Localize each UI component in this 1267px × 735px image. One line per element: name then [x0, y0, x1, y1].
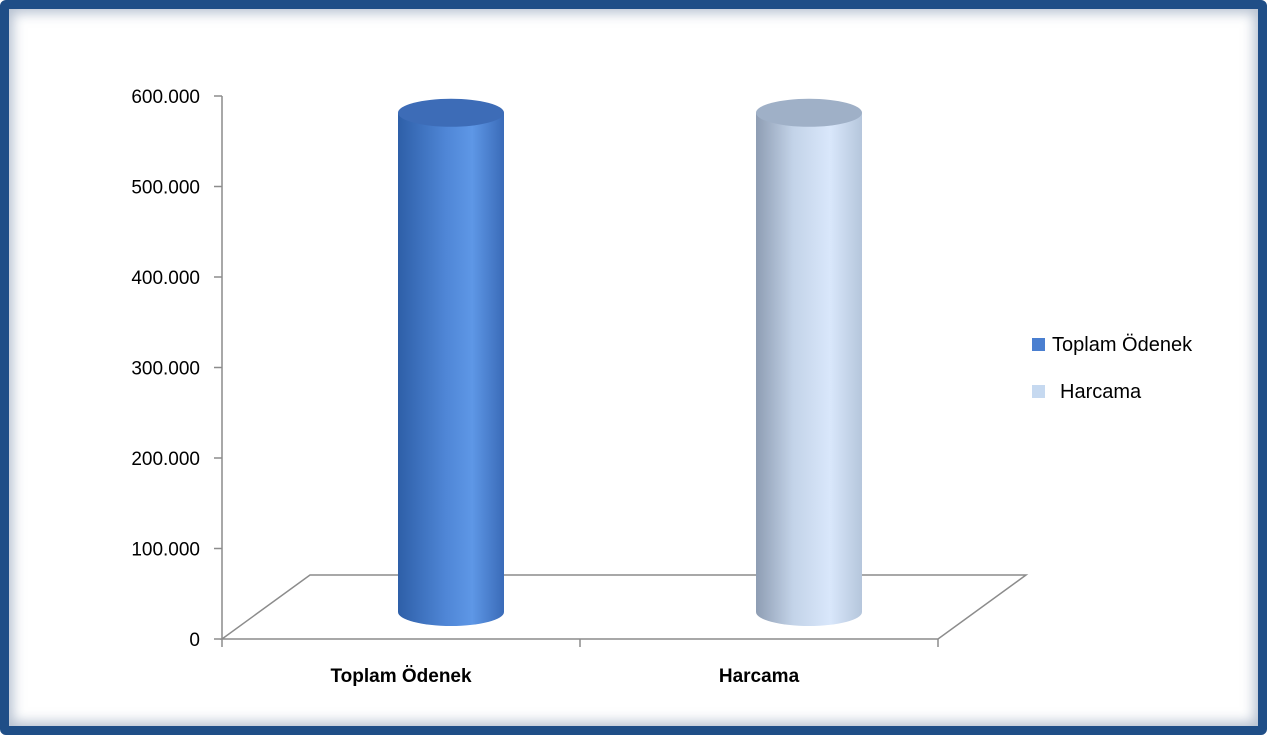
y-tick-label: 300.000: [131, 359, 200, 380]
bar-top: [756, 98, 862, 127]
legend-label: Toplam Ödenek: [1052, 334, 1193, 356]
y-tick-label: 600.000: [131, 87, 200, 108]
y-axis-ticks: 0 100.000 200.000 300.000 400.000 500.000 600.…: [131, 87, 222, 651]
legend-swatch: [1032, 385, 1045, 398]
y-tick-label: 500.000: [131, 178, 200, 199]
legend-label: Harcama: [1060, 381, 1142, 403]
x-category-label: Harcama: [719, 666, 800, 687]
bars-group: [398, 98, 862, 626]
bar-2: [756, 98, 862, 626]
x-axis-labels: Toplam Ödenek Harcama: [330, 666, 799, 687]
y-tick-label: 100.000: [131, 540, 200, 561]
bar-1: [398, 98, 504, 626]
bar-top: [398, 98, 504, 127]
legend-swatch: [1032, 338, 1045, 351]
x-axis-ticks: [221, 639, 939, 647]
bar-body: [756, 112, 862, 626]
y-tick-label: 200.000: [131, 449, 200, 470]
y-tick-label: 0: [189, 630, 200, 651]
legend: Toplam Ödenek Harcama: [1032, 334, 1193, 403]
bar-body: [398, 112, 504, 626]
x-category-label: Toplam Ödenek: [330, 666, 472, 687]
chart-floor: [219, 574, 1029, 640]
y-tick-label: 400.000: [131, 268, 200, 289]
